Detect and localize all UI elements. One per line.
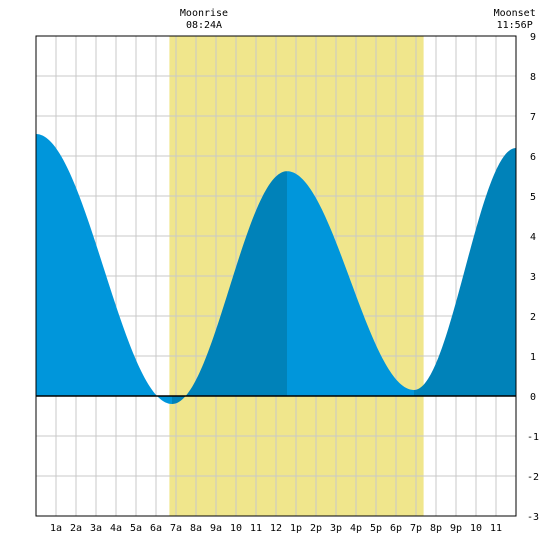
x-tick-label: 12 (270, 523, 282, 534)
tide-area-falling (287, 171, 414, 396)
x-tick-label: 1a (50, 523, 62, 534)
y-tick-label: 2 (530, 312, 536, 323)
x-tick-label: 8p (430, 523, 442, 534)
x-tick-label: 7a (170, 523, 182, 534)
x-tick-label: 11 (250, 523, 262, 534)
x-tick-label: 6a (150, 523, 162, 534)
moonrise-label: Moonrise (180, 8, 228, 19)
x-tick-label: 8a (190, 523, 202, 534)
x-tick-label: 10 (230, 523, 242, 534)
plot-border (35, 35, 517, 517)
x-axis-ticks: 1a 2a 3a 4a 5a 6a 7a 8a 9a 10 11 12 1p 2p 3p 4p 5p 6p 7p 8p… (50, 523, 502, 534)
moonrise-time: 08:24A (186, 20, 222, 31)
tide-area-falling (36, 134, 172, 404)
moonset-time: 11:56P (497, 20, 533, 31)
x-tick-label: 10 (470, 523, 482, 534)
y-tick-label: 4 (530, 232, 536, 243)
x-tick-label: 9p (450, 523, 462, 534)
x-tick-label: 1p (290, 523, 302, 534)
y-tick-label: -2 (527, 472, 539, 483)
x-tick-label: 7p (410, 523, 422, 534)
y-tick-label: -1 (527, 432, 539, 443)
x-tick-label: 11 (490, 523, 502, 534)
x-tick-label: 3a (90, 523, 102, 534)
x-tick-label: 4p (350, 523, 362, 534)
y-tick-label: 9 (530, 32, 536, 43)
tide-area-rising (414, 148, 516, 396)
y-tick-label: -3 (527, 512, 539, 523)
x-tick-label: 2p (310, 523, 322, 534)
x-tick-label: 4a (110, 523, 122, 534)
y-tick-label: 7 (530, 112, 536, 123)
y-tick-label: 1 (530, 352, 536, 363)
tide-area-rising (172, 171, 287, 404)
x-tick-label: 3p (330, 523, 342, 534)
x-tick-label: 2a (70, 523, 82, 534)
x-tick-label: 5p (370, 523, 382, 534)
y-axis-ticks: -3 -2 -1 0 1 2 3 4 5 6 7 8 9 (527, 32, 539, 523)
tide-layer (36, 134, 516, 404)
y-tick-label: 5 (530, 192, 536, 203)
y-tick-label: 8 (530, 72, 536, 83)
x-tick-label: 6p (390, 523, 402, 534)
y-tick-label: 3 (530, 272, 536, 283)
y-tick-label: 0 (530, 392, 536, 403)
x-tick-label: 5a (130, 523, 142, 534)
x-tick-label: 9a (210, 523, 222, 534)
y-tick-label: 6 (530, 152, 536, 163)
moonset-label: Moonset (494, 8, 536, 19)
